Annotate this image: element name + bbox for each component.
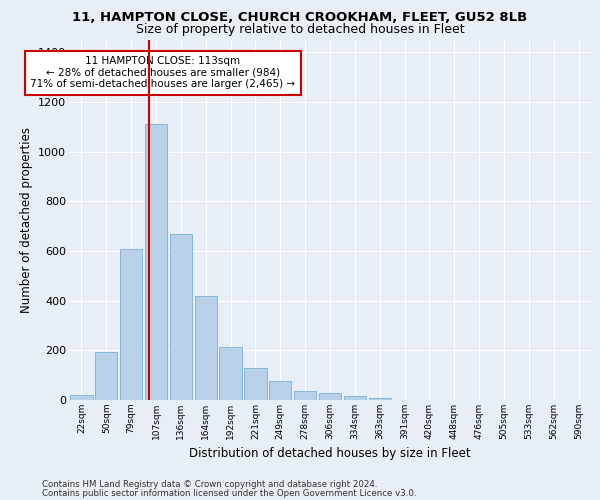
Bar — [294, 392, 316, 400]
X-axis label: Distribution of detached houses by size in Fleet: Distribution of detached houses by size … — [189, 448, 471, 460]
Bar — [70, 395, 92, 400]
Text: 11 HAMPTON CLOSE: 113sqm
← 28% of detached houses are smaller (984)
71% of semi-: 11 HAMPTON CLOSE: 113sqm ← 28% of detach… — [31, 56, 296, 90]
Bar — [120, 248, 142, 400]
Text: Contains public sector information licensed under the Open Government Licence v3: Contains public sector information licen… — [42, 488, 416, 498]
Bar — [244, 368, 266, 400]
Bar — [368, 398, 391, 400]
Bar — [220, 346, 242, 400]
Bar — [194, 296, 217, 400]
Y-axis label: Number of detached properties: Number of detached properties — [20, 127, 32, 313]
Bar — [95, 352, 118, 400]
Bar — [319, 394, 341, 400]
Text: Size of property relative to detached houses in Fleet: Size of property relative to detached ho… — [136, 22, 464, 36]
Bar — [170, 234, 192, 400]
Bar — [344, 396, 366, 400]
Bar — [145, 124, 167, 400]
Bar — [269, 382, 292, 400]
Text: 11, HAMPTON CLOSE, CHURCH CROOKHAM, FLEET, GU52 8LB: 11, HAMPTON CLOSE, CHURCH CROOKHAM, FLEE… — [73, 11, 527, 24]
Text: Contains HM Land Registry data © Crown copyright and database right 2024.: Contains HM Land Registry data © Crown c… — [42, 480, 377, 489]
